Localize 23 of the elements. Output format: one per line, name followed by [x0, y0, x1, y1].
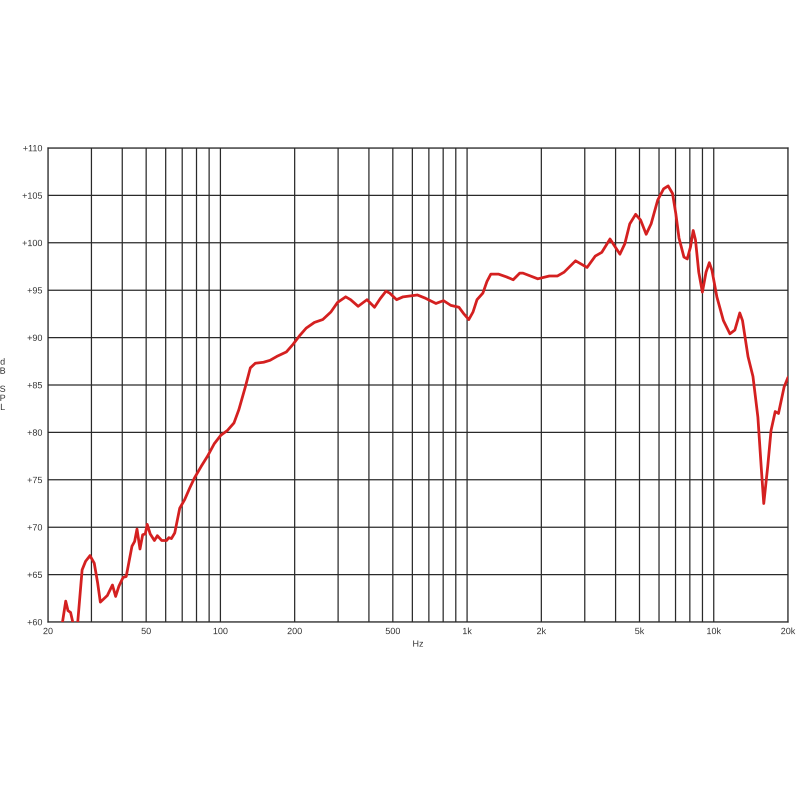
x-tick-label: 200	[288, 628, 302, 634]
x-tick-label: 1k	[463, 628, 472, 634]
x-tick-label: 50	[142, 628, 151, 634]
y-tick-label: +95	[28, 287, 42, 294]
x-tick-label: 5k	[635, 628, 644, 634]
x-axis-title: Hz	[413, 640, 424, 647]
x-tick-label: 10k	[707, 628, 722, 634]
y-tick-label: +70	[28, 524, 42, 531]
y-tick-label: +85	[28, 382, 42, 388]
x-tick-label: 2k	[537, 628, 546, 634]
x-tick-label: 20k	[781, 628, 796, 634]
y-tick-label: +65	[28, 572, 42, 578]
y-tick-label: +90	[28, 334, 42, 341]
x-tick-label: 20	[43, 628, 53, 634]
y-tick-label: +100	[22, 240, 42, 246]
y-tick-label: +110	[23, 144, 42, 152]
x-tick-label: 500	[386, 628, 400, 634]
x-tick-label: 100	[214, 628, 228, 634]
text: dB SPL	[0, 358, 6, 410]
y-tick-label: +60	[28, 618, 42, 626]
y-tick-label: +105	[22, 192, 42, 199]
y-tick-label: +75	[28, 476, 42, 484]
y-tick-label: +80	[28, 429, 42, 436]
